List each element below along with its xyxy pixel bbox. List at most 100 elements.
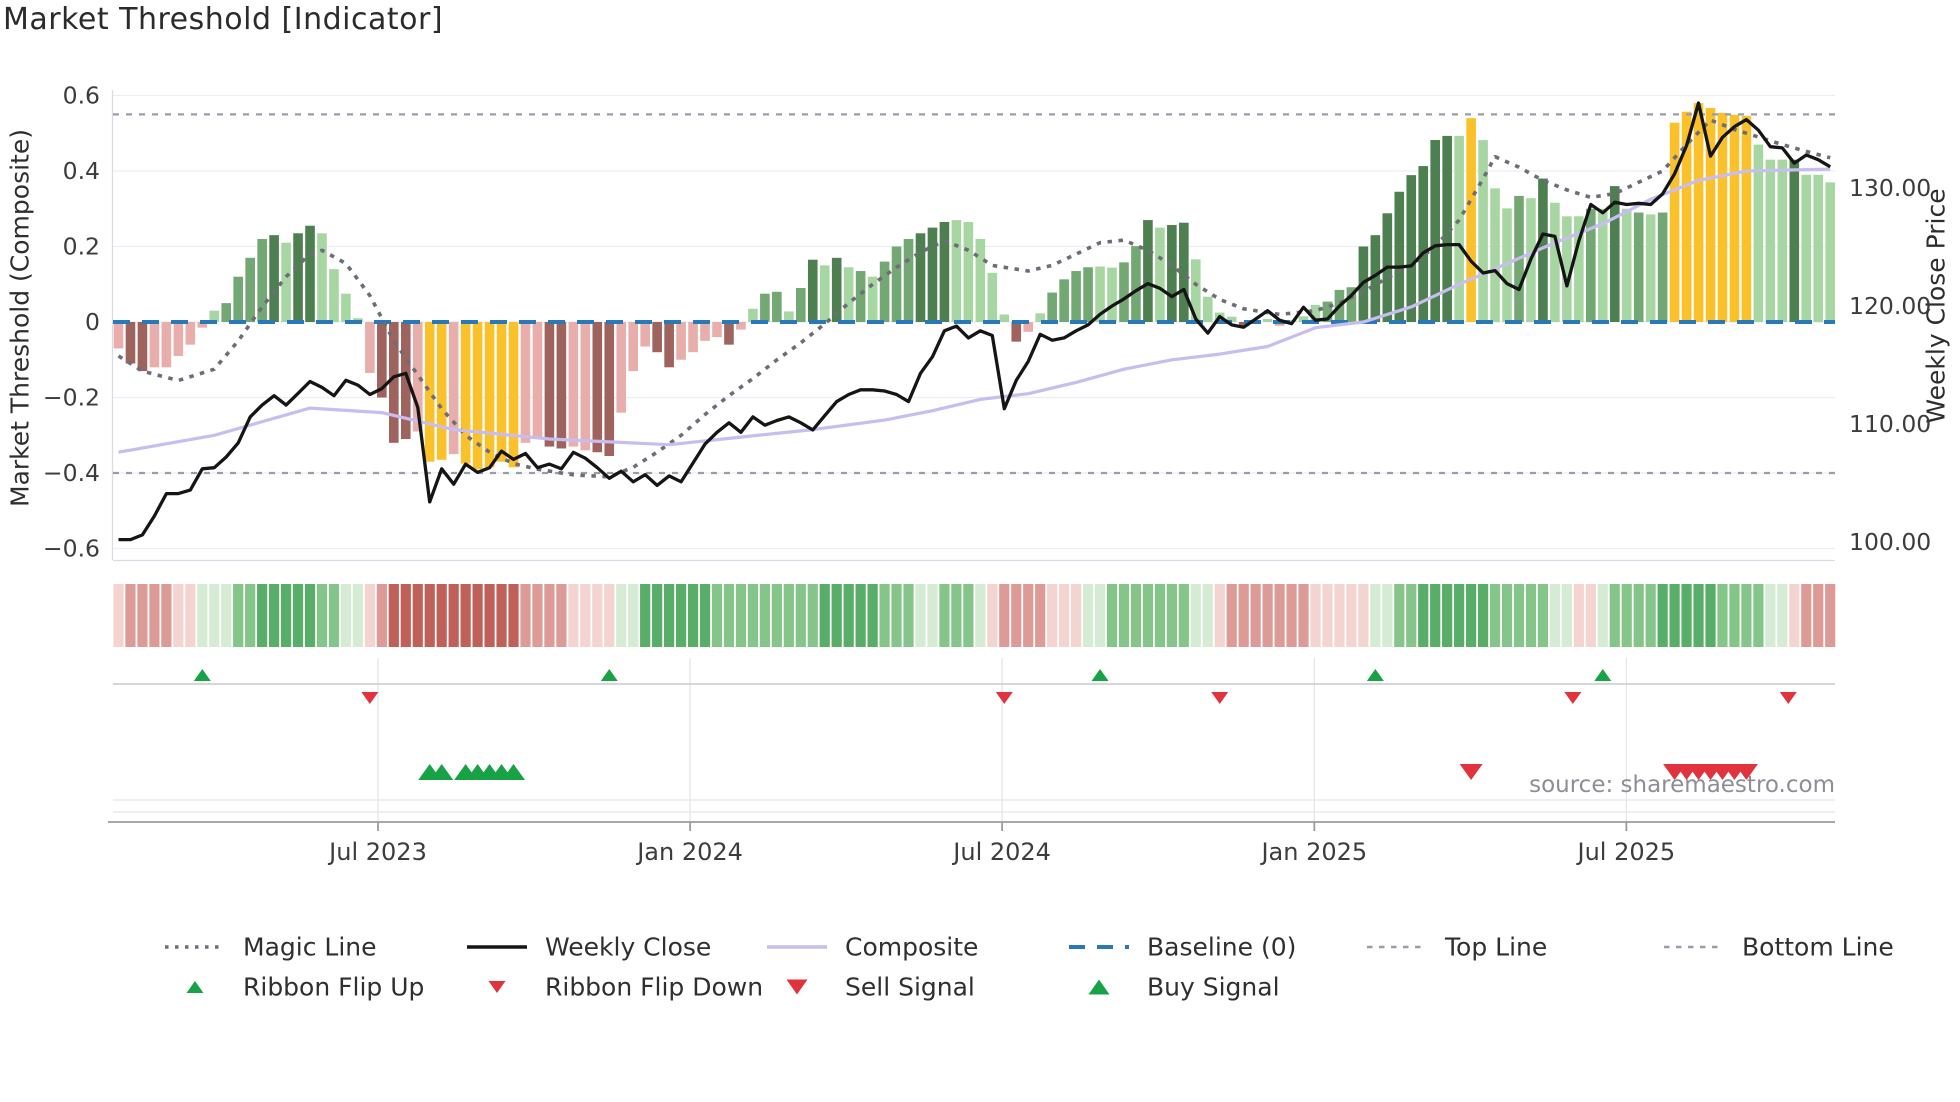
ribbon-stripe bbox=[867, 584, 878, 647]
ribbon-stripe bbox=[1047, 584, 1058, 647]
ribbon-stripe bbox=[280, 584, 292, 647]
ribbon-stripe bbox=[304, 584, 316, 647]
composite-bar bbox=[1059, 279, 1069, 322]
composite-bar bbox=[1586, 208, 1596, 322]
ribbon-stripe bbox=[699, 584, 711, 647]
composite-bar bbox=[987, 272, 998, 322]
composite-bar bbox=[1789, 159, 1800, 322]
composite-bar bbox=[1119, 262, 1129, 322]
composite-bar bbox=[831, 257, 842, 322]
left-tick-label: −0.2 bbox=[43, 384, 100, 412]
legend-label: Ribbon Flip Down bbox=[545, 973, 763, 1002]
ribbon-stripe bbox=[245, 584, 256, 647]
composite-bar bbox=[951, 220, 962, 322]
ribbon-stripe bbox=[628, 584, 639, 647]
composite-bar bbox=[556, 322, 567, 449]
composite-bar bbox=[580, 322, 591, 451]
ribbon-stripe bbox=[1430, 584, 1441, 647]
ribbon-stripe bbox=[664, 584, 675, 647]
composite-bar bbox=[329, 269, 339, 322]
ribbon-stripe bbox=[592, 584, 603, 647]
legend-flip-up-icon bbox=[186, 981, 204, 993]
composite-bar bbox=[1226, 316, 1237, 322]
ribbon-stripe bbox=[795, 584, 806, 647]
composite-bar bbox=[1478, 140, 1488, 322]
ribbon-stripe bbox=[508, 584, 519, 647]
composite-bar bbox=[1562, 216, 1572, 322]
composite-bar bbox=[879, 261, 890, 322]
ribbon-flip-down-marker bbox=[1779, 692, 1797, 704]
ribbon-stripe bbox=[1513, 584, 1525, 647]
legend-label: Baseline (0) bbox=[1147, 933, 1296, 962]
right-tick-label: 130.00 bbox=[1849, 174, 1931, 202]
ribbon-stripe bbox=[328, 584, 340, 647]
ribbon-flip-up-marker bbox=[1366, 669, 1384, 681]
ribbon-stripe bbox=[1418, 584, 1429, 647]
ribbon-stripe bbox=[1669, 584, 1680, 647]
page-title: Market Threshold [Indicator] bbox=[3, 2, 444, 37]
composite-bar bbox=[125, 322, 136, 364]
composite-bar bbox=[1262, 318, 1273, 322]
composite-bar bbox=[293, 233, 303, 322]
ribbon-stripe bbox=[1106, 584, 1118, 647]
ribbon-stripe bbox=[759, 584, 770, 647]
ribbon-stripe bbox=[1561, 584, 1572, 647]
ribbon-stripe bbox=[1789, 584, 1800, 647]
composite-bar bbox=[472, 322, 483, 470]
ribbon-stripe bbox=[388, 584, 399, 647]
magic-line bbox=[117, 118, 1831, 479]
ribbon-stripe bbox=[376, 584, 387, 647]
left-tick-label: 0.6 bbox=[63, 82, 100, 110]
ribbon-stripe bbox=[209, 584, 220, 647]
ribbon-stripe bbox=[316, 584, 328, 647]
composite-bar bbox=[1657, 212, 1668, 322]
composite-bar bbox=[1418, 166, 1429, 322]
composite-bar bbox=[1430, 140, 1440, 322]
composite-bar bbox=[1370, 235, 1381, 322]
composite-bar bbox=[197, 322, 208, 328]
ribbon-stripe bbox=[999, 584, 1010, 647]
ribbon-stripe bbox=[1274, 584, 1285, 647]
composite-bar bbox=[1083, 267, 1093, 322]
composite-bar bbox=[1238, 322, 1249, 327]
composite-bar bbox=[269, 235, 279, 322]
ribbon-flip-down-marker bbox=[1564, 692, 1582, 704]
composite-bar bbox=[1741, 115, 1752, 322]
ribbon-stripe bbox=[1346, 584, 1357, 647]
ribbon-stripe bbox=[233, 584, 244, 647]
composite-bar bbox=[724, 322, 734, 345]
ribbon-stripe bbox=[1035, 584, 1046, 647]
composite-bar bbox=[365, 322, 375, 373]
composite-bar bbox=[1035, 313, 1045, 322]
composite-bar bbox=[1597, 208, 1608, 322]
composite-bar bbox=[1574, 216, 1584, 322]
ribbon-flip-up-marker bbox=[1594, 669, 1612, 681]
composite-bar bbox=[712, 322, 722, 338]
composite-bar bbox=[700, 322, 710, 341]
buy-signal-marker bbox=[430, 764, 454, 780]
composite-bar bbox=[137, 322, 148, 372]
composite-bar bbox=[460, 322, 471, 464]
composite-bar bbox=[520, 322, 531, 443]
ribbon-stripe bbox=[544, 584, 555, 647]
ribbon-stripe bbox=[125, 584, 136, 647]
ribbon-stripe bbox=[843, 584, 854, 647]
composite-bar bbox=[1550, 202, 1560, 322]
ribbon-stripe bbox=[1118, 584, 1130, 647]
composite-bar bbox=[508, 322, 519, 468]
ribbon-stripe bbox=[1585, 584, 1596, 647]
ribbon-stripe bbox=[939, 584, 950, 647]
composite-bar bbox=[1765, 159, 1776, 322]
ribbon-stripe bbox=[1406, 584, 1417, 647]
ribbon-stripe bbox=[1753, 584, 1764, 647]
ribbon-stripe bbox=[185, 584, 196, 647]
composite-bar bbox=[281, 242, 291, 322]
left-tick-label: 0.4 bbox=[63, 157, 100, 185]
buy-signal-marker bbox=[502, 764, 526, 780]
ribbon-stripe bbox=[1454, 584, 1465, 647]
composite-bar bbox=[113, 322, 124, 349]
composite-bar bbox=[1645, 214, 1656, 322]
ribbon-stripe bbox=[1298, 584, 1309, 647]
composite-bar bbox=[1633, 212, 1644, 322]
